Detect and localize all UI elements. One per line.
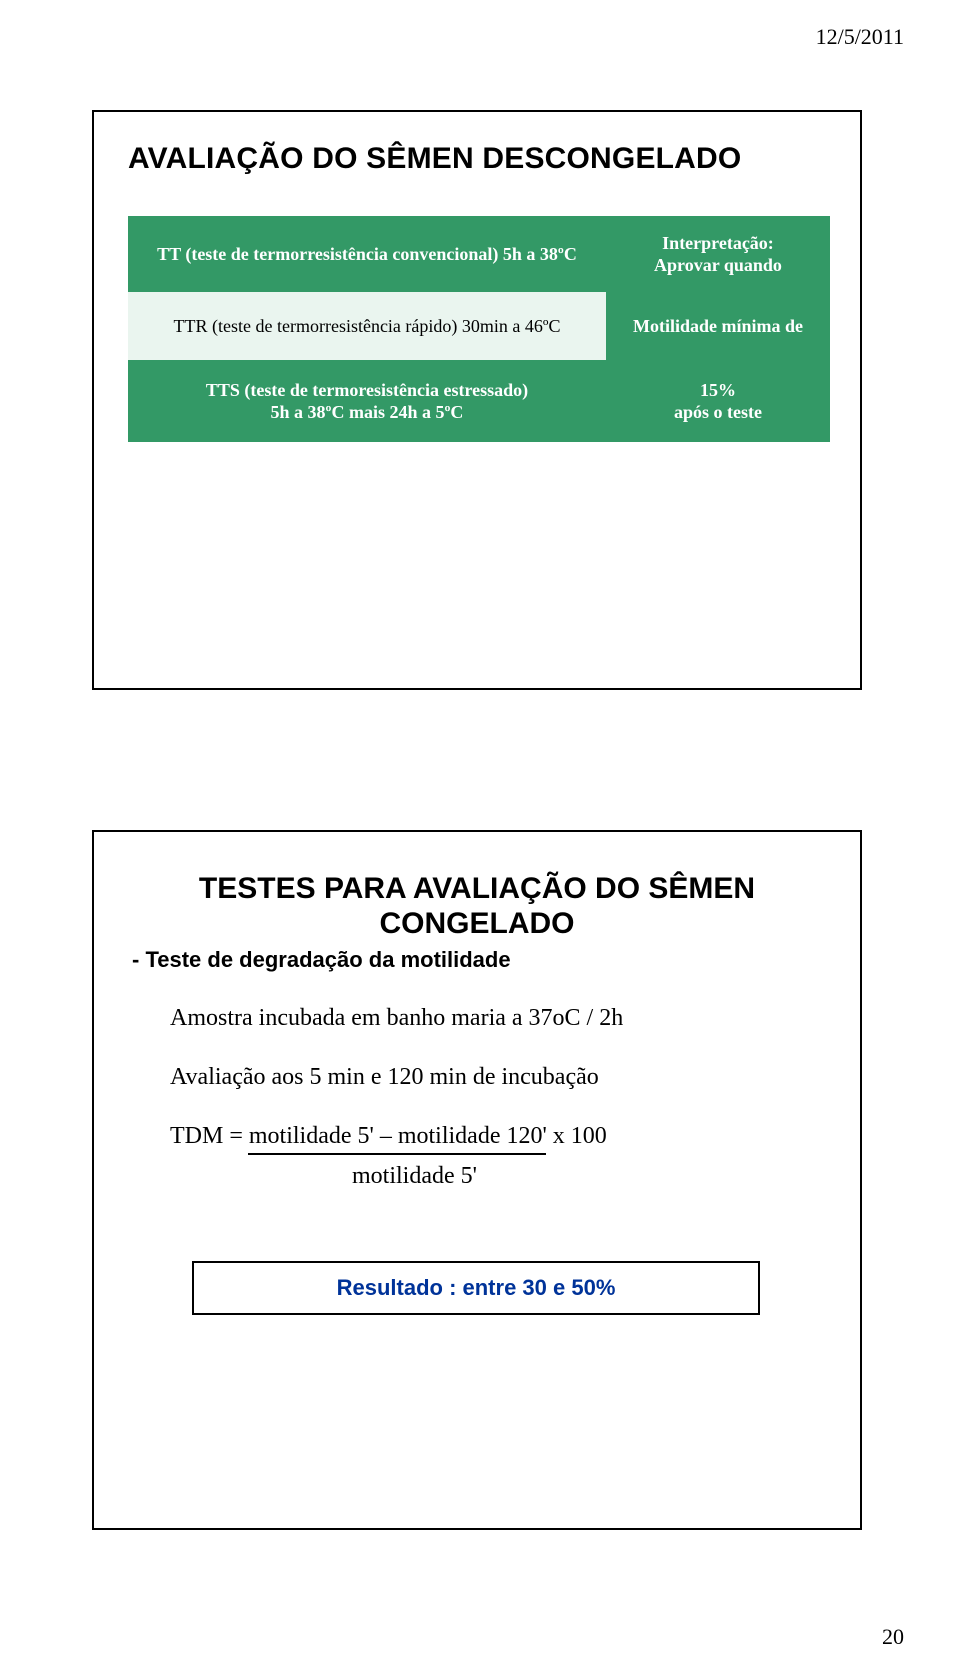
slide2-line-1: Avaliação aos 5 min e 120 min de incubaç…: [170, 1064, 822, 1091]
header-date: 12/5/2011: [816, 24, 904, 50]
slide2-line-0: Amostra incubada em banho maria a 37oC /…: [170, 1005, 822, 1032]
slide1-col-left: TT (teste de termorresistência convencio…: [128, 216, 606, 442]
table-cell-left-1: TTR (teste de termorresistência rápido) …: [128, 292, 606, 360]
table-cell-left-0: TT (teste de termorresistência convencio…: [128, 216, 606, 292]
table-cell-right-2: 15%após o teste: [606, 360, 830, 442]
slide2-title-line2: CONGELADO: [380, 907, 575, 940]
formula-bottom: motilidade 5': [352, 1163, 477, 1190]
slide1-table: TT (teste de termorresistência convencio…: [128, 216, 826, 442]
result-box: Resultado : entre 30 e 50%: [192, 1261, 760, 1315]
table-cell-right-0: Interpretação:Aprovar quando: [606, 216, 830, 292]
page-number: 20: [882, 1624, 904, 1650]
formula: TDM = motilidade 5' – motilidade 120' x …: [170, 1123, 822, 1205]
table-cell-right-1: Motilidade mínima de: [606, 292, 830, 360]
slide2-subhead: - Teste de degradação da motilidade: [132, 947, 822, 973]
slide-1: AVALIAÇÃO DO SÊMEN DESCONGELADO TT (test…: [92, 110, 862, 690]
slide-2: TESTES PARA AVALIAÇÃO DO SÊMEN CONGELADO…: [92, 830, 862, 1530]
fraction-line: [248, 1153, 546, 1155]
formula-top: TDM = motilidade 5' – motilidade 120' x …: [170, 1123, 607, 1150]
slide1-col-right: Interpretação:Aprovar quando Motilidade …: [606, 216, 830, 442]
slide2-title: TESTES PARA AVALIAÇÃO DO SÊMEN CONGELADO: [132, 872, 822, 941]
table-cell-left-2: TTS (teste de termoresistência estressad…: [128, 360, 606, 442]
slide2-title-line1: TESTES PARA AVALIAÇÃO DO SÊMEN: [199, 872, 755, 905]
slide1-title: AVALIAÇÃO DO SÊMEN DESCONGELADO: [128, 142, 826, 176]
